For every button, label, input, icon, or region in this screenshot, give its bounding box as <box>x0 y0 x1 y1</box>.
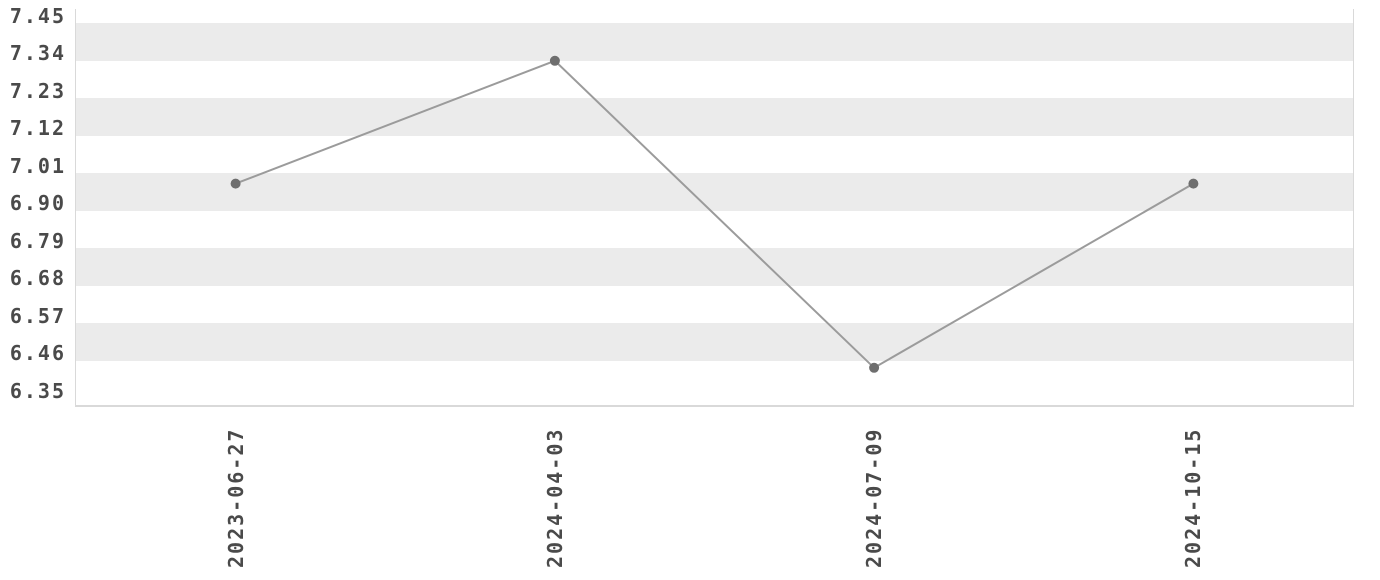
grid-band <box>76 323 1353 361</box>
grid-band <box>76 248 1353 286</box>
data-point-marker <box>1188 178 1199 189</box>
y-tick-label: 7.01 <box>9 153 66 178</box>
grid-band <box>76 173 1353 211</box>
y-tick-label: 7.45 <box>9 3 66 28</box>
y-tick-label: 7.12 <box>9 116 66 141</box>
y-tick-label: 6.57 <box>9 303 66 328</box>
series-line <box>235 59 1194 370</box>
data-point-marker <box>869 362 880 373</box>
x-tick-label: 2024-04-03 <box>542 427 567 568</box>
y-tick-label: 7.34 <box>9 41 66 66</box>
data-point-marker <box>230 178 241 189</box>
x-tick-label: 2024-07-09 <box>862 427 887 568</box>
y-tick-label: 6.35 <box>9 379 66 403</box>
grid-band <box>76 98 1353 136</box>
grid-band <box>76 23 1353 61</box>
y-tick-label: 6.79 <box>9 228 66 253</box>
x-tick-label: 2024-10-15 <box>1181 427 1206 568</box>
plot-area <box>75 9 1354 407</box>
y-tick-label: 6.46 <box>9 341 66 366</box>
y-tick-label: 6.90 <box>9 191 66 216</box>
data-point-marker <box>549 55 560 66</box>
x-tick-label: 2023-06-27 <box>223 427 248 568</box>
line-chart-svg <box>230 55 1199 373</box>
y-tick-label: 6.68 <box>9 266 66 291</box>
y-tick-label: 7.23 <box>9 78 66 103</box>
